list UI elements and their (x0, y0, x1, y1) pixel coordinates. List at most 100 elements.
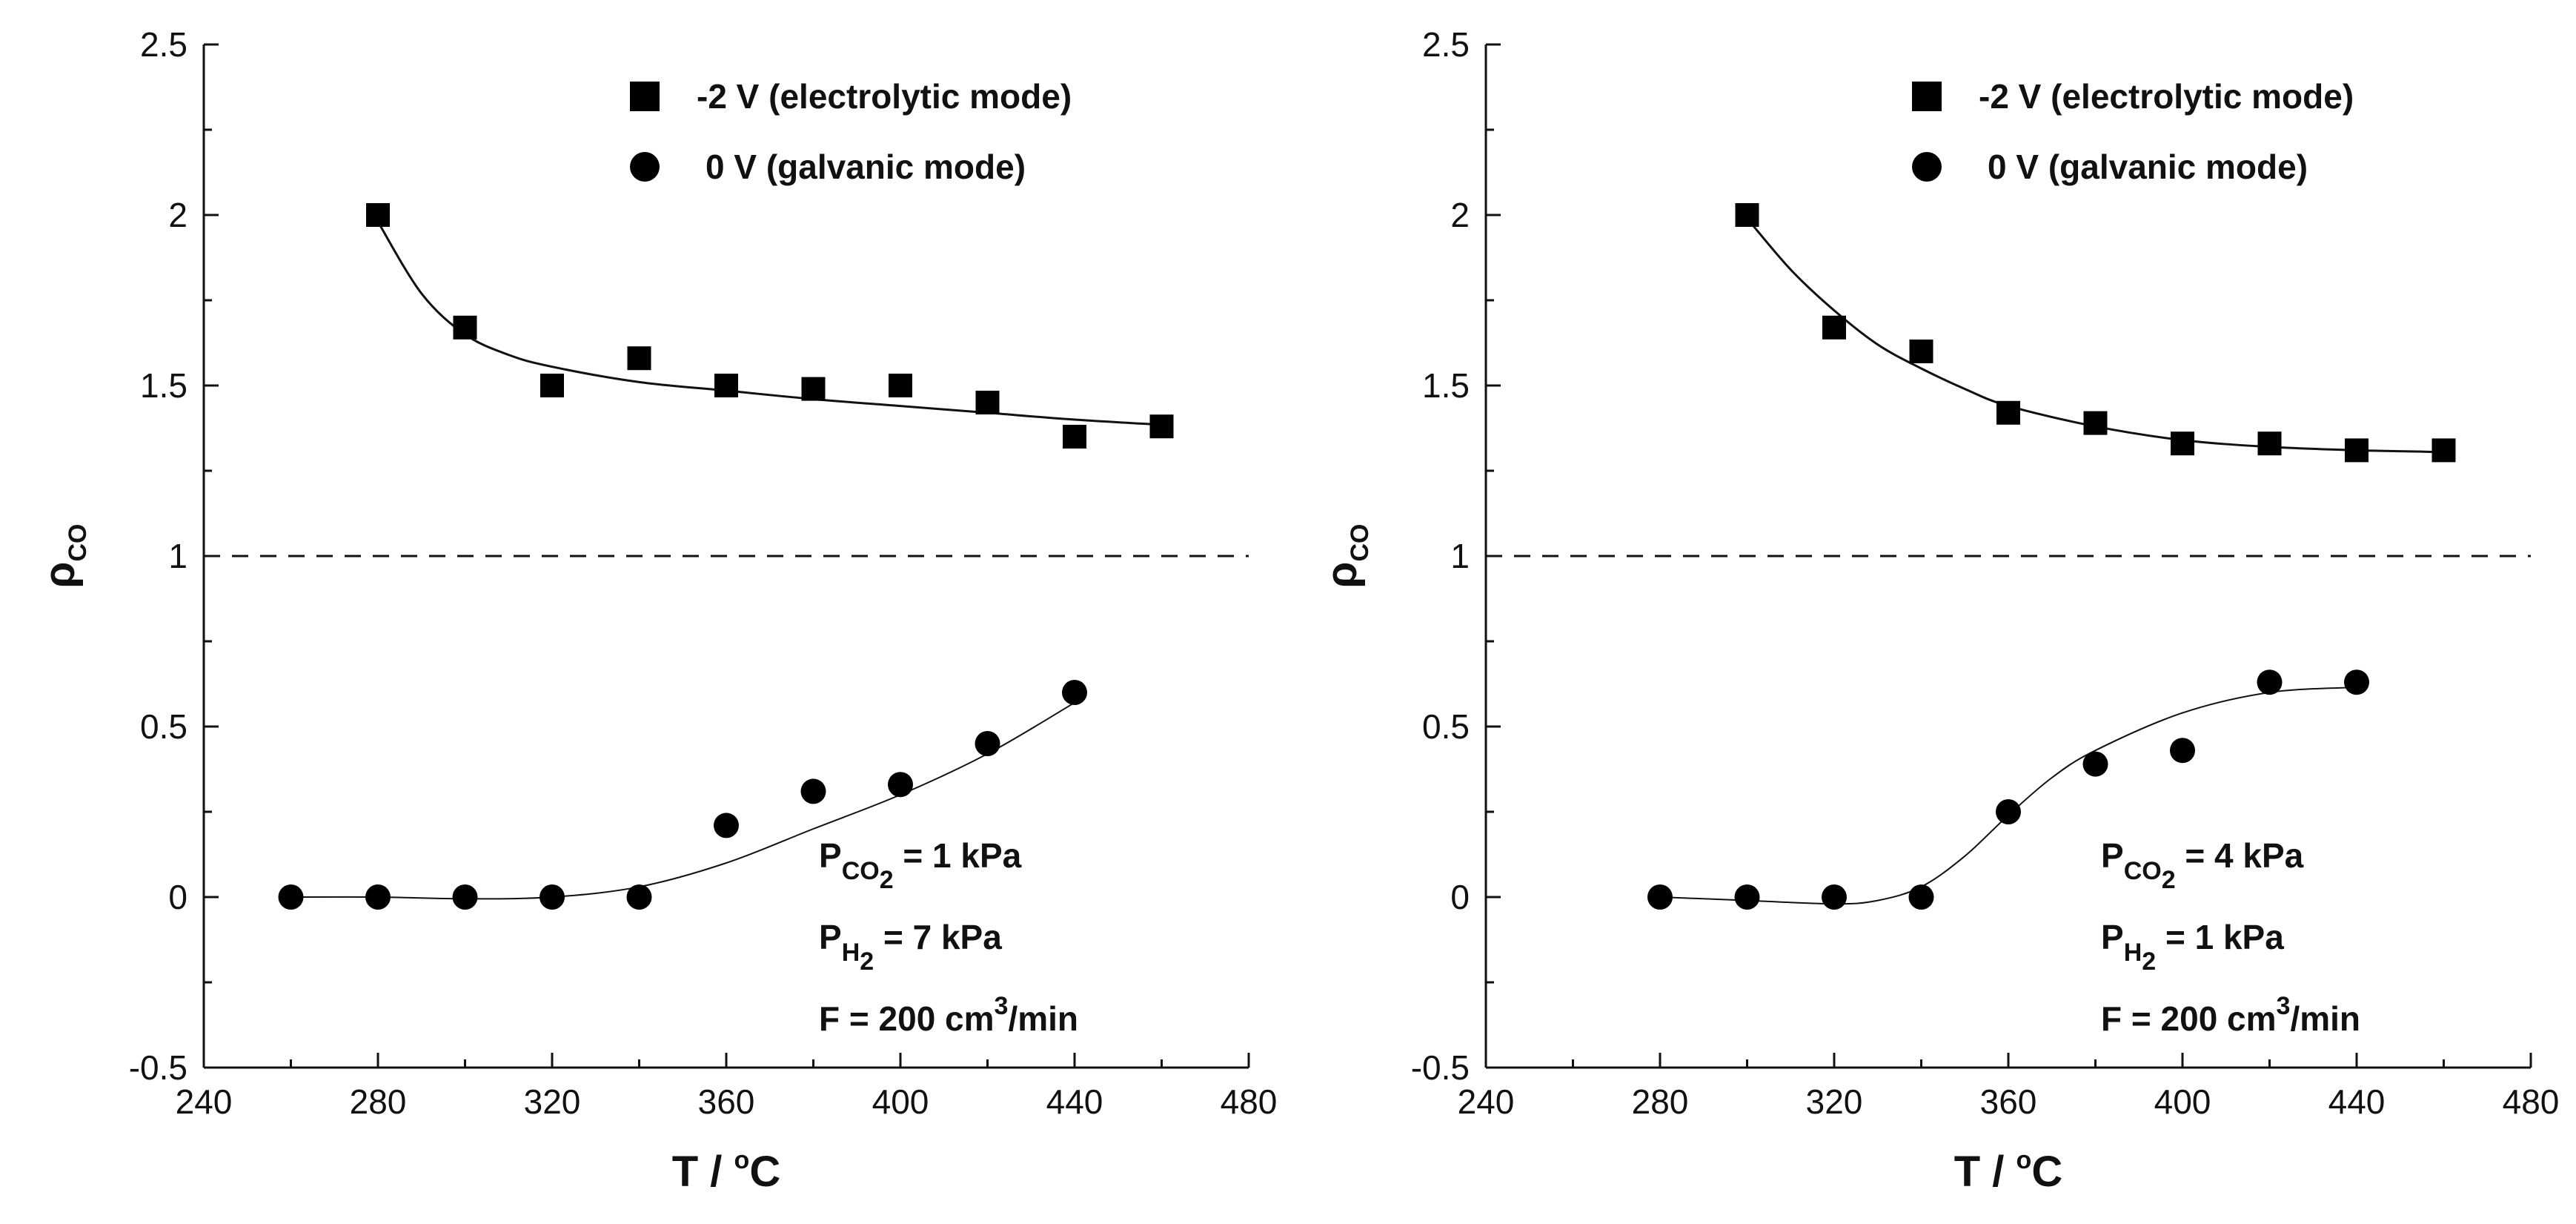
x-tick-label: 320 (1806, 1082, 1863, 1121)
x-axis-title-sup: o (2016, 1146, 2032, 1174)
data-point-square (540, 374, 564, 397)
y-axis-title-sub: CO (1346, 524, 1374, 562)
data-point-circle (2170, 738, 2195, 764)
y-tick-label: 0.5 (1422, 707, 1470, 746)
annotation-sub: CO (2124, 857, 2162, 885)
annotation-tail: /min (2290, 999, 2360, 1038)
x-tick-label: 240 (176, 1082, 233, 1121)
data-point-square (1909, 340, 1933, 363)
x-tick-label: 440 (1046, 1082, 1103, 1121)
annotation-sub: H (2124, 939, 2142, 967)
y-tick-label: -0.5 (129, 1048, 187, 1087)
data-point-circle (365, 884, 391, 910)
data-point-square (714, 374, 738, 397)
data-point-square (2171, 431, 2194, 456)
y-tick-label: 1.5 (1422, 366, 1470, 405)
y-tick-label: 1.5 (140, 366, 187, 405)
x-tick-label: 480 (1221, 1082, 1278, 1121)
annotation-base: P (2101, 918, 2124, 956)
y-axis-title: ρCO (36, 524, 92, 589)
data-point-circle (888, 772, 913, 798)
annotation-line: F = 200 cm3/min (2101, 992, 2360, 1038)
data-point-circle (540, 884, 565, 910)
y-tick-label: -0.5 (1411, 1048, 1470, 1087)
legend-label: 0 V (galvanic mode) (1988, 148, 2308, 186)
x-axis-title-tail: C (749, 1148, 780, 1196)
data-point-square (2257, 431, 2282, 456)
y-tick-label: 2.5 (1422, 25, 1470, 64)
data-point-square (1735, 203, 1759, 227)
chart-panel-1: -0.5 0 0.5 1 1.5 2 2.5 240 280 320 360 400 440 480 T /… (36, 25, 1277, 1196)
x-tick-label: 400 (872, 1082, 929, 1121)
data-point-circle (2082, 751, 2108, 777)
fit-curve-galvanic (291, 701, 1075, 900)
data-point-circle (1062, 680, 1087, 705)
data-point-circle (278, 884, 304, 910)
data-point-square (627, 346, 651, 371)
annotation-sub: CO (842, 857, 880, 885)
legend-label: -2 V (electrolytic mode) (1979, 77, 2354, 116)
data-point-square (453, 315, 477, 340)
x-tick-label: 400 (2154, 1082, 2211, 1121)
x-axis-title: T / oC (672, 1146, 780, 1196)
data-point-circle (1822, 884, 1847, 910)
x-tick-label: 240 (1458, 1082, 1515, 1121)
x-tick-label: 280 (1632, 1082, 1689, 1121)
y-tick-label: 2 (168, 196, 187, 234)
y-axis-title-base: ρ (36, 562, 84, 589)
x-axis-title-sup: o (734, 1146, 750, 1174)
annotation-base: P (2101, 836, 2124, 875)
y-tick-label: 0 (168, 878, 187, 916)
annotation-sup: 3 (2277, 992, 2291, 1020)
data-point-square (1822, 315, 1846, 340)
y-tick-label: 0 (1450, 878, 1470, 916)
data-point-circle (714, 813, 739, 838)
data-point-circle (1996, 799, 2021, 824)
x-tick-label: 320 (524, 1082, 581, 1121)
annotation-sub2: 2 (2142, 947, 2156, 976)
annotation-sup: 3 (995, 992, 1009, 1020)
y-axis-title: ρCO (1318, 524, 1374, 589)
x-axis-title-base: T / (1954, 1148, 2016, 1196)
y-tick-label: 1 (1450, 537, 1470, 575)
data-point-circle (1647, 884, 1673, 910)
annotation-sub2: 2 (860, 947, 874, 976)
legend-label: 0 V (galvanic mode) (706, 148, 1026, 186)
x-axis-title: T / oC (1954, 1146, 2062, 1196)
annotation-tail: = 7 kPa (874, 918, 1002, 956)
annotation-line: PH2 = 7 kPa (819, 918, 1002, 976)
legend-square-icon (1912, 82, 1942, 111)
annotation-sub: H (842, 939, 860, 967)
annotation-tail: /min (1008, 999, 1078, 1038)
annotation-sub2: 2 (2162, 866, 2176, 894)
chart-panel-2: -0.5 0 0.5 1 1.5 2 2.5 240 280 320 360 400 440 480 T /… (1318, 25, 2559, 1196)
data-point-circle (1908, 884, 1934, 910)
data-point-circle (975, 731, 1000, 756)
annotation-tail: = 4 kPa (2176, 836, 2304, 875)
data-point-square (1149, 414, 1174, 439)
annotation-base: F = 200 cm (2101, 999, 2277, 1038)
x-tick-label: 360 (698, 1082, 755, 1121)
legend-circle-icon (1912, 152, 1942, 182)
fit-curve-electrolytic (376, 221, 1162, 426)
data-point-circle (2344, 669, 2369, 695)
annotation-base: P (819, 918, 842, 956)
data-point-circle (1734, 884, 1760, 910)
annotation-line: PCO2 = 1 kPa (819, 836, 1022, 894)
annotation-tail: = 1 kPa (894, 836, 1022, 875)
data-point-square (2345, 438, 2368, 463)
data-point-circle (452, 884, 478, 910)
data-point-circle (626, 884, 652, 910)
annotation-line: F = 200 cm3/min (819, 992, 1078, 1038)
y-axis-title-sub: CO (64, 524, 92, 562)
y-tick-label: 2 (1450, 196, 1470, 234)
data-point-square (975, 391, 1000, 414)
legend-square-icon (630, 82, 660, 111)
annotation-base: F = 200 cm (819, 999, 995, 1038)
data-point-square (1063, 425, 1086, 449)
annotation-tail: = 1 kPa (2156, 918, 2284, 956)
x-axis-title-base: T / (672, 1148, 734, 1196)
data-point-square (889, 374, 912, 397)
data-point-square (2083, 411, 2108, 435)
y-tick-label: 2.5 (140, 25, 187, 64)
